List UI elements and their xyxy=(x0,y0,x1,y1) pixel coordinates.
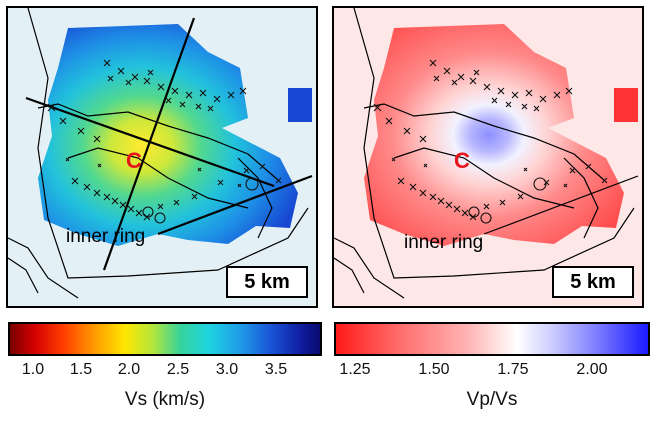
vs-inner-ring-label: inner ring xyxy=(66,226,146,247)
vpvs-geology-lines xyxy=(334,8,639,299)
vs-scale-box: 5 km xyxy=(226,266,308,298)
vpvs-scale-box: 5 km xyxy=(552,266,634,298)
vs-velocity-field xyxy=(38,24,298,246)
vs-tick-label: 3.0 xyxy=(215,361,239,378)
vs-colorbar-title: Vs (km/s) xyxy=(124,389,206,410)
vpvs-colorbar-title: Vp/Vs xyxy=(466,389,518,410)
vpvs-tick-label: 1.75 xyxy=(497,361,529,378)
vs-earthquakes xyxy=(47,59,282,221)
vs-tick-label: 2.0 xyxy=(117,361,141,378)
vs-map-panel: C inner ring 5 km xyxy=(6,6,318,308)
vs-circle-markers xyxy=(142,177,259,224)
vpvs-center-label: C xyxy=(454,148,470,173)
vpvs-earthquakes xyxy=(373,59,608,221)
vpvs-tick-label: 2.00 xyxy=(576,361,608,378)
vpvs-map-svg xyxy=(334,8,642,306)
vs-tick-label: 1.5 xyxy=(69,361,93,378)
vpvs-scale-label: 5 km xyxy=(570,270,616,293)
vs-patch xyxy=(288,88,312,122)
vpvs-patch xyxy=(614,88,638,122)
vs-profile-lines xyxy=(25,17,313,271)
vpvs-tick-label: 1.25 xyxy=(339,361,371,378)
vs-tick-label: 2.5 xyxy=(166,361,190,378)
vpvs-tick-label: 1.50 xyxy=(418,361,450,378)
vpvs-ratio-field xyxy=(364,24,624,246)
vs-scale-label: 5 km xyxy=(244,270,290,293)
vs-tick-label: 3.5 xyxy=(264,361,288,378)
vs-map-svg xyxy=(8,8,316,306)
vpvs-circle-markers xyxy=(468,177,547,224)
vs-tick-label: 1.0 xyxy=(21,361,45,378)
vpvs-map-panel: C inner ring 5 km xyxy=(332,6,644,308)
vs-colorbar xyxy=(8,322,322,356)
vpvs-colorbar xyxy=(334,322,650,356)
vs-center-label: C xyxy=(126,148,142,173)
vpvs-inner-ring-label: inner ring xyxy=(404,232,484,253)
